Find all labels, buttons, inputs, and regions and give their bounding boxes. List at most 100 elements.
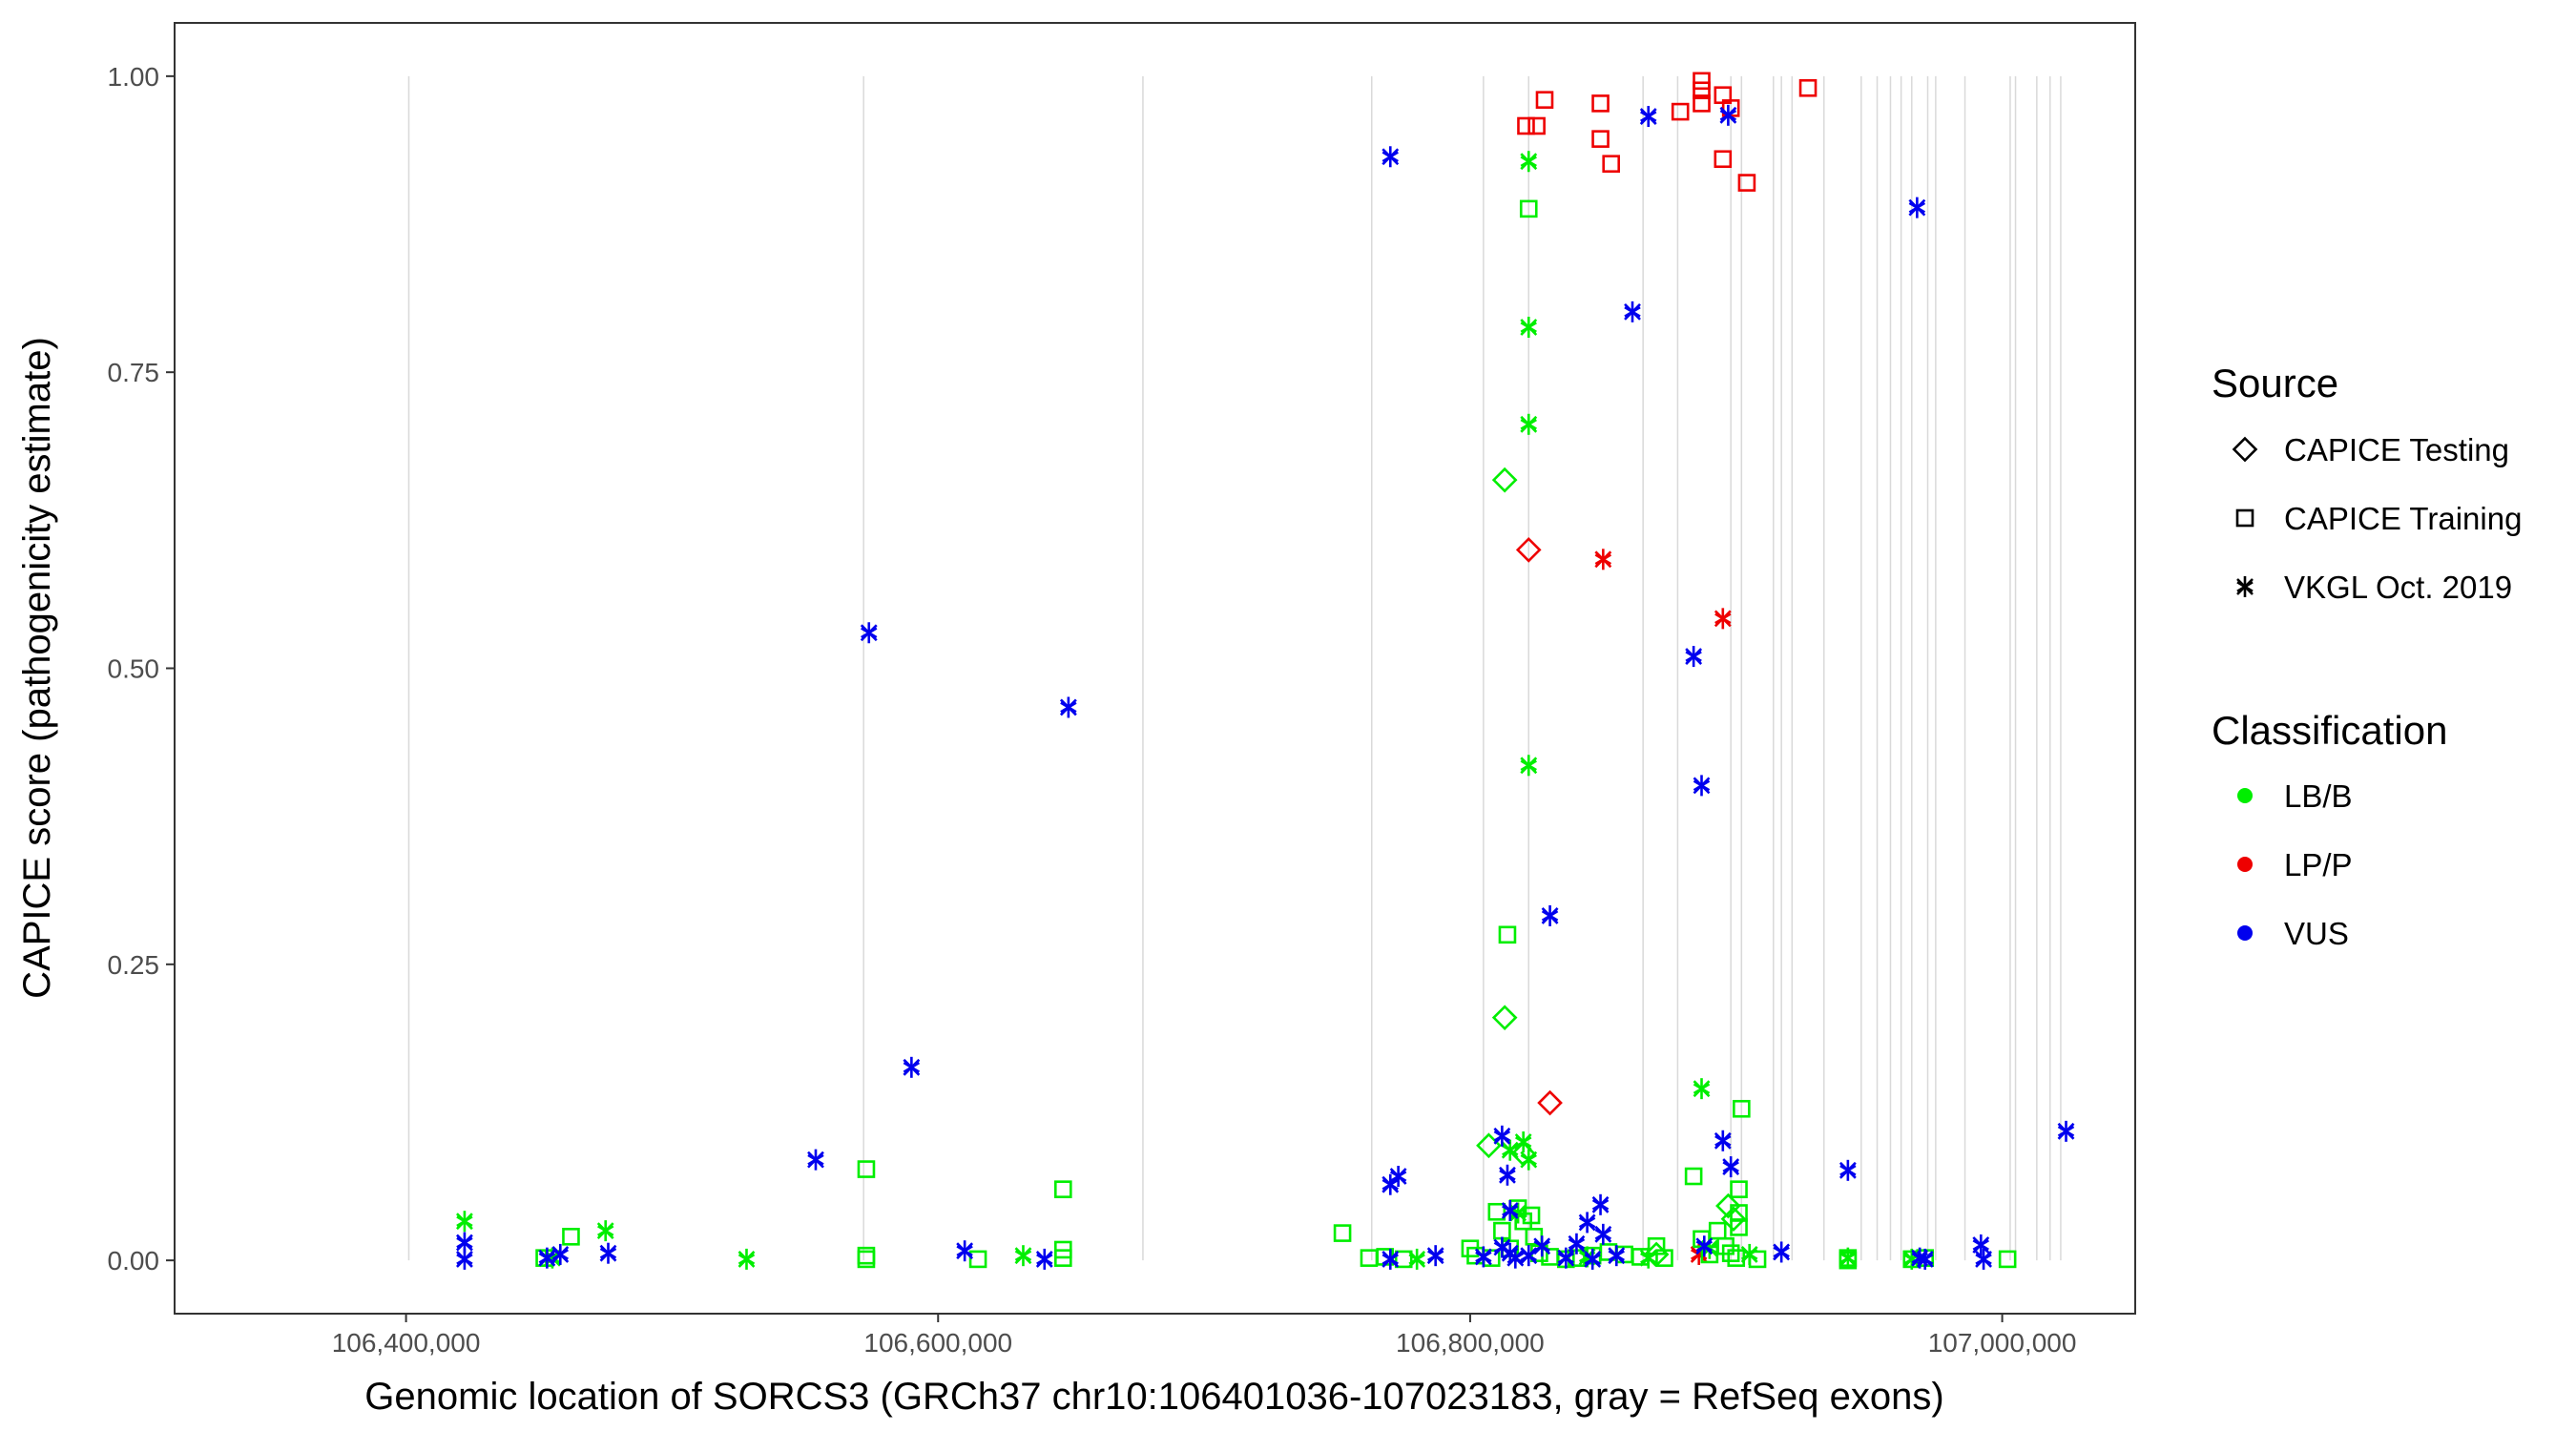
data-point — [1014, 1245, 1032, 1267]
data-point — [456, 1211, 473, 1233]
data-point — [1693, 775, 1711, 797]
y-axis-title: CAPICE score (pathogenicity estimate) — [16, 337, 58, 999]
data-point — [860, 622, 878, 644]
y-tick-label: 0.75 — [108, 358, 160, 387]
data-point — [551, 1243, 570, 1265]
x-tick-label: 107,000,000 — [1928, 1328, 2077, 1358]
data-point — [1381, 1248, 1400, 1270]
legend-source-title: Source — [2212, 361, 2338, 405]
data-point — [1591, 1193, 1610, 1215]
data-point — [1506, 1247, 1525, 1269]
data-point — [857, 1160, 876, 1178]
data-point — [1426, 1245, 1444, 1267]
legend-source-key-asterisk — [2236, 576, 2254, 597]
data-point — [1527, 116, 1546, 135]
data-points — [456, 72, 2075, 1270]
data-point — [1059, 696, 1077, 718]
data-point — [1730, 1180, 1748, 1198]
data-point — [1520, 1245, 1538, 1267]
data-point — [1493, 1125, 1511, 1147]
data-point — [599, 1242, 617, 1264]
data-point — [1501, 1200, 1519, 1222]
data-point — [1487, 1202, 1506, 1221]
data-point — [1520, 1149, 1538, 1171]
data-point — [1908, 197, 1926, 218]
legend-classification: Classification LB/B LP/P VUS — [2212, 708, 2447, 951]
x-axis: 106,400,000 106,600,000 106,800,000 107,000… — [332, 1314, 2077, 1358]
data-point — [1684, 1167, 1703, 1186]
exon-lines — [407, 75, 2062, 1261]
data-point — [1591, 94, 1610, 113]
data-point — [1474, 1246, 1492, 1268]
legend-source-key-square — [2235, 508, 2254, 528]
data-point — [456, 1248, 473, 1270]
data-point — [1054, 1249, 1072, 1267]
data-point — [1671, 102, 1690, 121]
data-point — [1714, 1130, 1732, 1151]
data-point — [1715, 1192, 1741, 1219]
data-point — [1520, 317, 1538, 339]
y-axis: 0.00 0.25 0.50 0.75 1.00 — [108, 62, 175, 1275]
legend-source: Source CAPICE Testing CAPICE Training VK… — [2212, 361, 2522, 605]
legend-source-label-testing: CAPICE Testing — [2284, 432, 2509, 467]
legend-source-label-training: CAPICE Training — [2284, 501, 2522, 536]
data-point — [1515, 537, 1542, 563]
legend-source-keys — [2232, 436, 2258, 597]
y-tick-label: 0.00 — [108, 1246, 160, 1275]
data-point — [1693, 94, 1711, 113]
legend-class-key — [2237, 925, 2253, 941]
data-point — [1541, 904, 1559, 926]
data-point — [1381, 1173, 1400, 1195]
data-point — [596, 1220, 614, 1242]
data-point — [1608, 1245, 1626, 1267]
data-point — [1839, 1247, 1857, 1269]
x-tick-label: 106,400,000 — [332, 1328, 481, 1358]
data-point — [1533, 1235, 1551, 1257]
data-point — [807, 1149, 824, 1171]
data-point — [1740, 1243, 1758, 1265]
data-point — [1714, 150, 1733, 169]
legend-classification-title: Classification — [2212, 708, 2447, 753]
data-point — [1535, 91, 1554, 109]
legend-class-label-vus: VUS — [2284, 916, 2349, 951]
data-point — [737, 1248, 756, 1270]
data-point — [1578, 1212, 1596, 1234]
data-point — [1408, 1248, 1426, 1270]
data-point — [1520, 755, 1538, 777]
data-point — [968, 1250, 987, 1269]
data-point — [1517, 116, 1535, 135]
data-point — [903, 1056, 921, 1078]
legend-class-label-lpp: LP/P — [2284, 847, 2353, 882]
data-point — [1594, 1223, 1612, 1245]
legend-source-key-diamond — [2232, 436, 2258, 463]
data-point — [1333, 1224, 1352, 1242]
data-point — [1519, 199, 1538, 218]
data-point — [1381, 146, 1400, 168]
data-point — [1499, 1164, 1516, 1186]
data-point — [1695, 1235, 1714, 1257]
data-point — [1998, 1250, 2017, 1269]
data-point — [1389, 1166, 1407, 1188]
data-point — [1591, 130, 1610, 148]
data-point — [1035, 1248, 1053, 1270]
data-point — [1568, 1233, 1586, 1255]
data-point — [1720, 1206, 1747, 1233]
data-point — [1773, 1241, 1791, 1263]
data-point — [2057, 1120, 2075, 1142]
data-point — [1498, 925, 1517, 944]
y-tick-label: 0.25 — [108, 950, 160, 980]
data-point — [1537, 1089, 1563, 1116]
legend-class-key — [2237, 788, 2253, 803]
data-point — [1491, 467, 1518, 493]
data-point — [1639, 106, 1657, 128]
data-point — [1602, 155, 1620, 174]
y-tick-label: 1.00 — [108, 62, 160, 92]
y-tick-label: 0.50 — [108, 654, 160, 684]
data-point — [1557, 1247, 1575, 1269]
legend-class-key — [2237, 857, 2253, 872]
data-point — [1721, 1244, 1740, 1262]
data-point — [956, 1240, 974, 1262]
data-point — [1839, 1159, 1857, 1181]
